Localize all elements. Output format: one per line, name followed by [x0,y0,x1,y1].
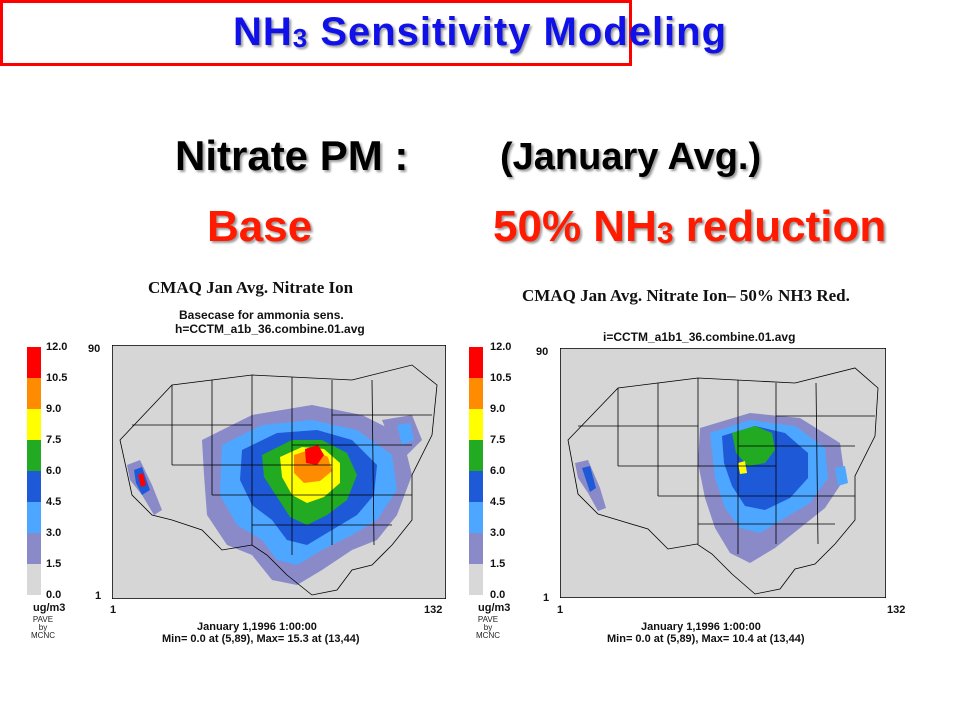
credit-line3: MCNC [31,631,55,640]
right-y-bottom: 1 [543,592,550,604]
right-credit-logo: PAVE by MCNC [476,616,500,640]
swatch-9 [27,409,41,440]
left-colorbar-swatches [27,347,41,595]
right-time: January 1,1996 1:00:00 [641,621,761,633]
ca-blue [582,466,596,492]
left-tick-4-5: 4.5 [46,496,62,508]
east-blue [397,423,414,445]
slide-title: NH3 Sensitivity Modeling [0,10,960,55]
swatch-12 [469,347,483,378]
left-tick-6: 6.0 [46,465,62,477]
left-panel-title: CMAQ Jan Avg. Nitrate Ion [148,278,354,297]
swatch-7-5 [469,440,483,471]
left-tick-3: 3.0 [46,527,62,539]
swatch-4-5 [469,502,483,533]
credit-line1: PAVE [32,615,54,624]
swatch-12 [27,347,41,378]
base-label: Base [207,202,313,251]
right-tick-1-5: 1.5 [490,558,506,570]
plume-orange [294,449,332,483]
swatch-10-5 [27,378,41,409]
right-unit: ug/m3 [478,602,511,614]
east-blue [835,466,848,486]
left-tick-9: 9.0 [46,403,62,415]
left-x-right: 132 [424,604,443,616]
right-tick-12: 12.0 [490,341,512,353]
subtitle-right: (January Avg.) [500,136,762,178]
state-borders [119,364,438,596]
right-colorbar [469,347,483,602]
right-panel-sub2: i=CCTM_a1b1_36.combine.01.avg [603,330,796,344]
left-panel-sub1: Basecase for ammonia sens. [179,308,344,322]
swatch-7-5 [27,440,41,471]
credit-line2: by [38,623,48,632]
right-x-right: 132 [887,604,906,616]
left-nitrate-map [112,345,446,599]
left-unit: ug/m3 [33,602,66,614]
left-tick-10-5: 10.5 [46,372,68,384]
swatch-1-5 [27,564,41,595]
left-tick-7-5: 7.5 [46,434,62,446]
left-colorbar [27,347,41,602]
title-box: NH3 Sensitivity Modeling [0,0,726,66]
left-tick-12: 12.0 [46,341,68,353]
credit-line3: MCNC [476,631,500,640]
left-time: January 1,1996 1:00:00 [197,621,317,633]
title-rest: Sensitivity Modeling [308,10,728,54]
plume-yellow [738,461,747,474]
credit-line1: PAVE [477,615,499,624]
right-colorbar-swatches [469,347,483,595]
right-nitrate-map [560,348,886,598]
subtitle-left: Nitrate PM : [175,132,409,179]
swatch-1-5 [469,564,483,595]
swatch-6 [469,471,483,502]
right-tick-0: 0.0 [490,589,506,601]
reduction-post: reduction [673,202,887,251]
ca-red [138,473,146,487]
left-x-left: 1 [110,604,117,616]
reduction-subscript: 3 [656,217,674,250]
left-tick-1-5: 1.5 [46,558,62,570]
left-y-top: 90 [88,343,101,355]
right-panel-title: CMAQ Jan Avg. Nitrate Ion– 50% NH3 Red. [522,286,850,305]
left-y-bottom: 1 [95,590,102,602]
left-panel-sub2: h=CCTM_a1b_36.combine.01.avg [175,322,365,336]
swatch-9 [469,409,483,440]
swatch-3 [469,533,483,564]
left-stats: Min= 0.0 at (5,89), Max= 15.3 at (13,44) [162,633,360,645]
swatch-3 [27,533,41,564]
reduction-pre: 50% NH [493,202,657,251]
right-x-left: 1 [557,604,564,616]
right-tick-6: 6.0 [490,465,506,477]
right-stats: Min= 0.0 at (5,89), Max= 10.4 at (13,44) [607,633,805,645]
right-tick-3: 3.0 [490,527,506,539]
state-borders [567,367,879,595]
left-tick-0: 0.0 [46,589,62,601]
right-tick-4-5: 4.5 [490,496,506,508]
right-y-top: 90 [536,346,549,358]
plume-red [305,445,324,465]
swatch-4-5 [27,502,41,533]
swatch-10-5 [469,378,483,409]
right-tick-9: 9.0 [490,403,506,415]
credit-line2: by [483,623,493,632]
swatch-6 [27,471,41,502]
reduction-label: 50% NH3 reduction [493,202,886,252]
right-tick-7-5: 7.5 [490,434,506,446]
title-nh: NH [232,10,293,54]
right-tick-10-5: 10.5 [490,372,512,384]
title-subscript: 3 [292,23,309,53]
left-credit-logo: PAVE by MCNC [31,616,55,640]
